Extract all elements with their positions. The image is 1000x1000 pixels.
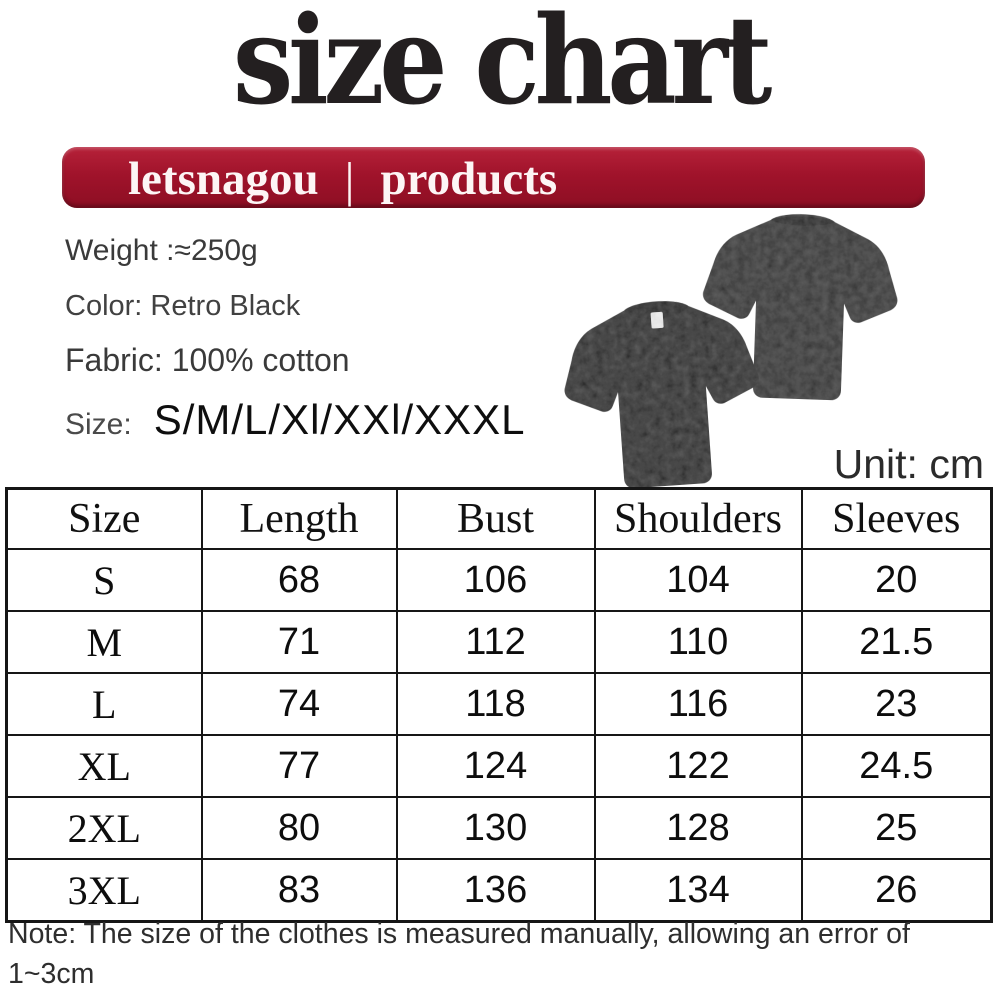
size-label: Size:	[65, 408, 132, 441]
cell-length: 77	[200, 734, 398, 798]
unit-label: Unit: cm	[833, 441, 984, 487]
table-row-m: M 71 112 110 21.5	[5, 610, 993, 674]
cell-size: M	[5, 610, 203, 674]
cell-sleeves: 21.5	[800, 610, 993, 674]
cell-shoulders: 128	[593, 796, 803, 860]
size-value: S/M/L/Xl/XXl/XXXL	[153, 396, 526, 443]
cell-size: 2XL	[5, 796, 203, 860]
cell-sleeves: 25	[800, 796, 993, 860]
cell-size: XL	[5, 734, 203, 798]
cell-sleeves: 20	[800, 548, 993, 612]
cell-bust: 112	[395, 610, 596, 674]
brand-banner: letsnagou | products	[62, 147, 925, 208]
cell-bust: 130	[395, 796, 596, 860]
cell-length: 71	[200, 610, 398, 674]
banner-products-label: products	[380, 153, 558, 205]
size-chart-table: Size Length Bust Shoulders Sleeves S 68 …	[5, 487, 993, 923]
brand-name: letsnagou	[128, 153, 319, 205]
cell-bust: 106	[395, 548, 596, 612]
table-row-xl: XL 77 124 122 24.5	[5, 734, 993, 798]
measurement-note: Note: The size of the clothes is measure…	[8, 918, 910, 991]
tshirt-back-view	[699, 210, 901, 403]
cell-length: 83	[200, 858, 398, 923]
cell-shoulders: 122	[593, 734, 803, 798]
cell-sleeves: 26	[800, 858, 993, 923]
header-bust: Bust	[395, 487, 596, 550]
cell-size: 3XL	[5, 858, 203, 923]
header-length: Length	[200, 487, 398, 550]
cell-size: S	[5, 548, 203, 612]
header-size: Size	[5, 487, 203, 550]
cell-bust: 136	[395, 858, 596, 923]
header-sleeves: Sleeves	[800, 487, 993, 550]
cell-bust: 124	[395, 734, 596, 798]
table-header-row: Size Length Bust Shoulders Sleeves	[5, 487, 993, 550]
cell-shoulders: 110	[593, 610, 803, 674]
page-title: size chart	[232, 0, 773, 132]
cell-shoulders: 134	[593, 858, 803, 923]
cell-shoulders: 116	[593, 672, 803, 736]
cell-bust: 118	[395, 672, 596, 736]
cell-length: 74	[200, 672, 398, 736]
header-shoulders: Shoulders	[593, 487, 803, 550]
size-line: Size: S/M/L/Xl/XXl/XXXL	[65, 396, 526, 444]
cell-length: 68	[200, 548, 398, 612]
cell-length: 80	[200, 796, 398, 860]
color-line: Color: Retro Black	[65, 290, 301, 322]
banner-separator: |	[344, 152, 355, 207]
fabric-line: Fabric: 100% cotton	[65, 342, 350, 378]
cell-shoulders: 104	[593, 548, 803, 612]
tshirt-product-photo	[558, 210, 901, 493]
table-row-l: L 74 118 116 23	[5, 672, 993, 736]
weight-line: Weight :≈250g	[65, 234, 258, 267]
table-row-3xl: 3XL 83 136 134 26	[5, 858, 993, 923]
cell-sleeves: 23	[800, 672, 993, 736]
cell-sleeves: 24.5	[800, 734, 993, 798]
neck-tag	[650, 311, 664, 329]
table-row-s: S 68 106 104 20	[5, 548, 993, 612]
tshirt-front-view	[558, 294, 766, 493]
cell-size: L	[5, 672, 203, 736]
table-row-2xl: 2XL 80 130 128 25	[5, 796, 993, 860]
